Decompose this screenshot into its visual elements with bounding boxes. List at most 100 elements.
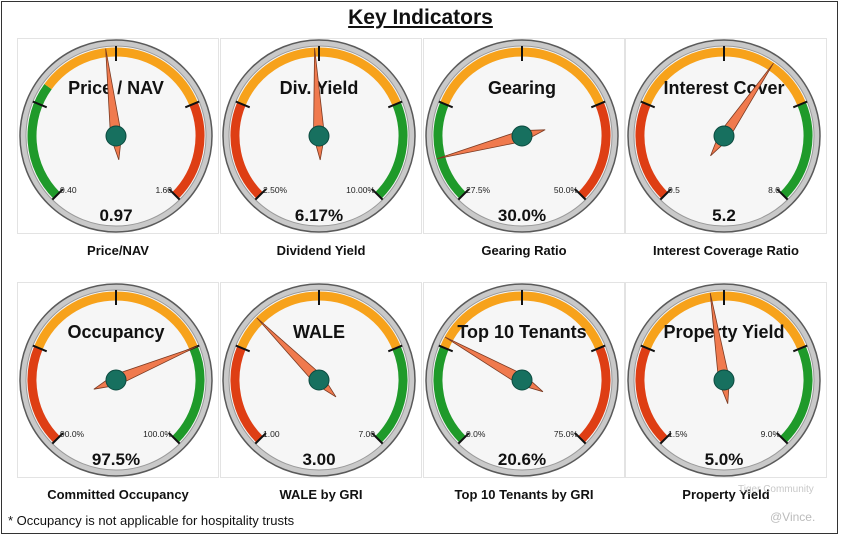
gauge-max-label: 9.0% (761, 429, 781, 439)
gauge-caption: Property Yield (682, 487, 770, 502)
gauge-title: Property Yield (663, 322, 784, 342)
gauge-3: Gearing 27.5% 50.0% 30.0% (423, 38, 625, 234)
gauge-tick-1 (438, 100, 454, 109)
gauge-min-label: 27.5% (466, 185, 491, 195)
gauge-tick-1 (32, 100, 48, 109)
gauge-band-red (230, 102, 263, 199)
gauge-band-orange (44, 47, 198, 106)
gauge-hub (105, 369, 127, 391)
gauge-value-label: 5.0% (705, 450, 744, 469)
gauge-tick-3 (387, 100, 403, 109)
gauge-svg: Price / NAV 0.40 1.60 0.97 (19, 39, 213, 233)
gauge-band-red (578, 346, 611, 443)
gauge-tick-0 (51, 432, 64, 445)
gauge-1: Price / NAV 0.40 1.60 0.97 (17, 38, 219, 234)
gauge-7: Top 10 Tenants 0.0% 75.0% 20.6% (423, 282, 625, 478)
gauge-caption: Gearing Ratio (481, 243, 567, 258)
gauge-tick-1 (235, 100, 251, 109)
gauge-band-green (375, 102, 408, 199)
gauge-value-label: 97.5% (92, 450, 140, 469)
gauge-tick-0 (659, 188, 672, 201)
gauge-min-label: 0.40 (60, 185, 77, 195)
gauge-svg: Gearing 27.5% 50.0% 30.0% (425, 39, 619, 233)
gauge-svg: WALE 1.00 7.00 3.00 (222, 283, 416, 477)
gauge-svg: Interest Cover 0.5 8.0 5.2 (627, 39, 821, 233)
gauge-svg: Property Yield 1.5% 9.0% 5.0% (627, 283, 821, 477)
gauge-min-label: 0.5 (668, 185, 680, 195)
gauge-tick-3 (184, 100, 200, 109)
gauge-title: WALE (293, 322, 345, 342)
gauge-title: Top 10 Tenants (457, 322, 586, 342)
gauge-tick-3 (590, 100, 606, 109)
gauge-value-label: 3.00 (302, 450, 335, 469)
gauge-band-green (780, 346, 813, 443)
gauge-max-label: 75.0% (554, 429, 579, 439)
gauge-max-label: 100.0% (143, 429, 172, 439)
gauge-hub (511, 125, 533, 147)
gauge-5: Occupancy 90.0% 100.0% 97.5% (17, 282, 219, 478)
gauge-band-green (433, 346, 466, 443)
gauge-max-label: 1.60 (155, 185, 172, 195)
gauge-tick-1 (640, 344, 656, 353)
watermark-handle: @Vince. (770, 510, 816, 524)
gauge-caption: Top 10 Tenants by GRI (454, 487, 594, 502)
gauge-tick-3 (792, 100, 808, 109)
gauge-title: Occupancy (67, 322, 164, 342)
gauge-tick-3 (387, 344, 403, 353)
gauge-tick-1 (438, 344, 454, 353)
gauge-tick-4 (574, 432, 587, 445)
page-title: Key Indicators (348, 6, 493, 29)
gauge-value-label: 30.0% (498, 206, 546, 225)
gauge-tick-4 (776, 188, 789, 201)
gauge-tick-3 (590, 344, 606, 353)
gauge-min-label: 90.0% (60, 429, 85, 439)
gauge-tick-0 (51, 188, 64, 201)
gauge-svg: Occupancy 90.0% 100.0% 97.5% (19, 283, 213, 477)
gauge-8: Property Yield 1.5% 9.0% 5.0% (625, 282, 827, 478)
gauge-title: Gearing (488, 78, 556, 98)
gauge-hub (308, 369, 330, 391)
gauge-max-label: 50.0% (554, 185, 579, 195)
footnote: * Occupancy is not applicable for hospit… (8, 513, 295, 528)
gauge-min-label: 2.50% (263, 185, 288, 195)
gauge-value-label: 6.17% (295, 206, 343, 225)
gauge-band-green (433, 102, 466, 199)
gauge-tick-4 (776, 432, 789, 445)
gauge-tick-4 (371, 432, 384, 445)
gauge-value-label: 20.6% (498, 450, 546, 469)
gauge-max-label: 8.0 (768, 185, 780, 195)
gauge-svg: Top 10 Tenants 0.0% 75.0% 20.6% (425, 283, 619, 477)
gauge-min-label: 1.00 (263, 429, 280, 439)
gauge-tick-1 (640, 100, 656, 109)
gauge-6: WALE 1.00 7.00 3.00 (220, 282, 422, 478)
gauge-caption: Interest Coverage Ratio (653, 243, 799, 258)
gauge-hub (511, 369, 533, 391)
gauge-max-label: 10.00% (346, 185, 375, 195)
gauge-value-label: 0.97 (99, 206, 132, 225)
gauge-caption: WALE by GRI (279, 487, 363, 502)
gauge-band-red (230, 346, 263, 443)
gauge-hub (713, 369, 735, 391)
gauge-tick-3 (792, 344, 808, 353)
gauge-tick-0 (457, 432, 470, 445)
gauge-band-green (375, 346, 408, 443)
gauge-band-green (780, 102, 813, 199)
gauge-tick-4 (371, 188, 384, 201)
gauge-band-red (172, 102, 205, 199)
gauge-tick-1 (235, 344, 251, 353)
gauge-hub (308, 125, 330, 147)
gauge-band-red (635, 346, 668, 443)
gauge-band-red (27, 346, 60, 443)
gauge-title: Price / NAV (68, 78, 164, 98)
gauge-max-label: 7.00 (358, 429, 375, 439)
gauge-tick-0 (254, 432, 267, 445)
gauge-2: Div. Yield 2.50% 10.00% 6.17% (220, 38, 422, 234)
gauge-caption: Price/NAV (87, 243, 149, 258)
gauge-band-red (635, 102, 668, 199)
gauge-hub (105, 125, 127, 147)
gauge-caption: Dividend Yield (276, 243, 366, 258)
watermark-brand: Tiger Community (738, 484, 814, 495)
gauge-tick-4 (168, 432, 181, 445)
